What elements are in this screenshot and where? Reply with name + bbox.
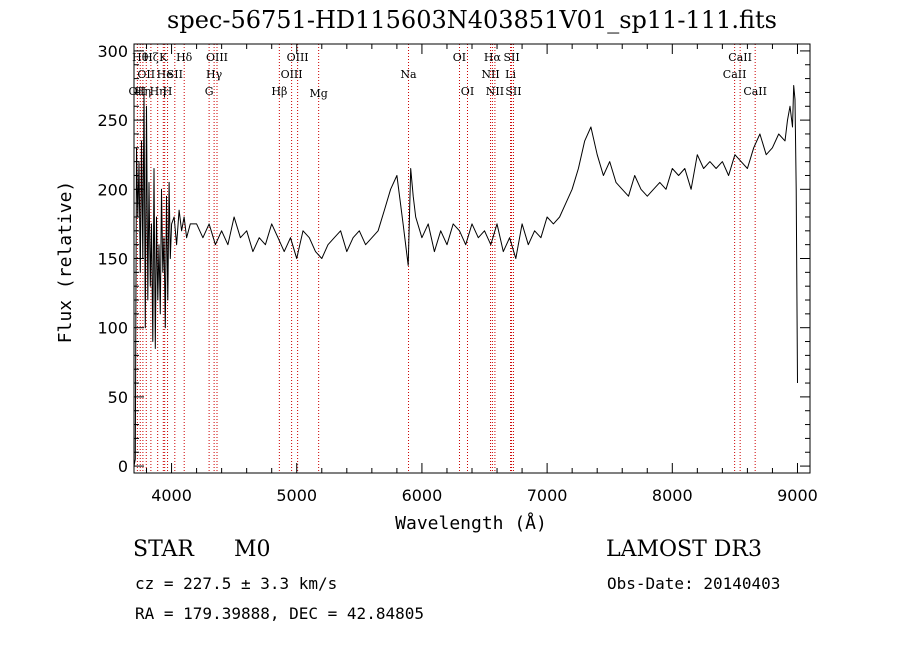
x-tick-label: 7000 xyxy=(527,486,568,505)
line-marker-label: K xyxy=(159,51,168,64)
plot-axes: 4000 5000 6000 7000 8000 9000 0 50 100 150 200 250 3… xyxy=(97,42,817,505)
line-marker-label: SII xyxy=(505,85,521,98)
y-tick-label: 300 xyxy=(97,42,128,61)
line-marker-label: CaII xyxy=(728,51,752,64)
line-marker-label: CaII xyxy=(723,68,747,81)
x-tick-label: 9000 xyxy=(777,486,818,505)
line-marker-label: G xyxy=(205,85,214,98)
line-marker-label: CaII xyxy=(743,85,767,98)
line-marker-label: Hθ xyxy=(132,51,149,64)
line-marker-label: Hδ xyxy=(176,51,193,64)
line-marker-label: Mg xyxy=(309,87,327,100)
line-marker-label: Na xyxy=(400,68,417,81)
line-marker-label: Hα xyxy=(484,51,502,64)
y-tick-label: 200 xyxy=(97,180,128,199)
line-marker-label: Hβ xyxy=(271,85,287,98)
y-tick-label: 100 xyxy=(97,319,128,338)
y-tick-label: 0 xyxy=(118,457,128,476)
classification: STAR M0 xyxy=(133,537,271,562)
x-tick-label: 8000 xyxy=(652,486,693,505)
x-axis-label: Wavelength (Å) xyxy=(395,512,547,534)
y-tick-label: 50 xyxy=(108,388,128,407)
line-marker-label: Hη xyxy=(150,85,166,98)
survey-name: LAMOST DR3 xyxy=(606,537,762,562)
line-marker-label: Hγ xyxy=(206,68,223,81)
plot-frame xyxy=(133,43,811,474)
line-marker-label: SII xyxy=(503,51,519,64)
line-marker-label: SII xyxy=(167,68,183,81)
line-marker-label: OI xyxy=(461,85,474,98)
line-marker-label: NII xyxy=(481,68,499,81)
x-tick-label: 4000 xyxy=(151,486,192,505)
spectrum-series xyxy=(133,85,798,467)
line-marker-label: He xyxy=(157,68,173,81)
object-subclass: M0 xyxy=(234,537,271,562)
spectrum-line xyxy=(133,85,798,467)
line-markers xyxy=(136,44,756,473)
line-marker-label: OIII xyxy=(206,51,228,64)
y-tick-label: 150 xyxy=(97,250,128,269)
line-marker-label: OIII xyxy=(281,68,303,81)
line-marker-label: OII xyxy=(137,68,155,81)
chart-title: spec-56751-HD115603N403851V01_sp11-111.f… xyxy=(167,6,777,34)
line-marker-labels: OIIHθHηOIIHζHηKHeHSIIHδGHγOIIIHβOIIIOIII… xyxy=(129,51,767,100)
line-marker-label: NII xyxy=(486,85,504,98)
line-marker-label: H xyxy=(163,85,173,98)
y-axis-label: Flux (relative) xyxy=(55,181,76,344)
line-marker-label: Hζ xyxy=(143,51,159,64)
sky-coordinates: RA = 179.39888, DEC = 42.84805 xyxy=(135,604,424,623)
x-tick-label: 5000 xyxy=(276,486,317,505)
object-class: STAR xyxy=(133,537,194,562)
line-marker-label: Hη xyxy=(135,85,151,98)
observation-date: Obs-Date: 20140403 xyxy=(607,574,781,593)
redshift-velocity: cz = 227.5 ± 3.3 km/s xyxy=(135,574,338,593)
line-marker-label: OI xyxy=(453,51,466,64)
line-marker-label: OIII xyxy=(287,51,309,64)
x-tick-label: 6000 xyxy=(402,486,443,505)
line-marker-label: Li xyxy=(505,68,516,81)
y-tick-label: 250 xyxy=(97,111,128,130)
line-marker-label: OII xyxy=(129,85,147,98)
